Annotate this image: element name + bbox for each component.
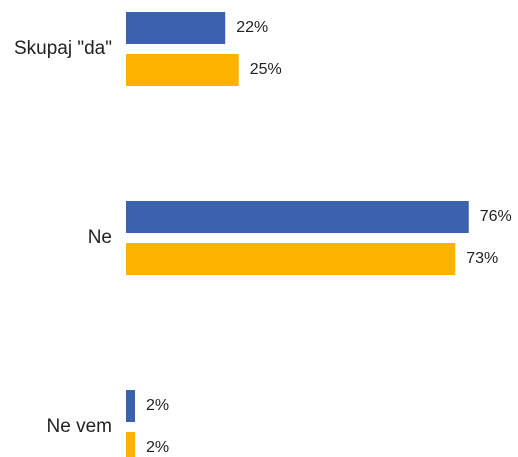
- value-label: 2%: [146, 397, 169, 414]
- value-label: 2%: [146, 439, 169, 456]
- value-label: 25%: [250, 61, 282, 78]
- category-label: Ne vem: [47, 416, 112, 437]
- bar: [126, 432, 136, 457]
- bar: [126, 12, 226, 44]
- bar: [126, 54, 239, 86]
- bar: [126, 243, 456, 275]
- category-label: Ne: [88, 227, 112, 248]
- category-label: Skupaj "da": [14, 38, 112, 59]
- value-label: 76%: [480, 208, 512, 225]
- bar: [126, 390, 136, 422]
- value-label: 73%: [466, 250, 498, 267]
- value-label: 22%: [236, 19, 268, 36]
- bar: [126, 201, 469, 233]
